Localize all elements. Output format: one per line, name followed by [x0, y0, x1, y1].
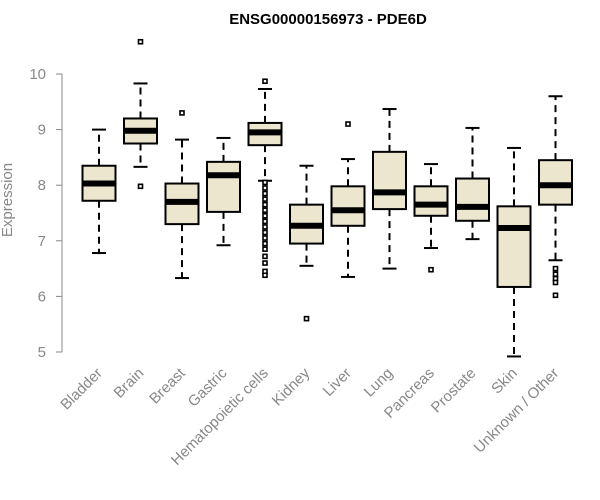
outlier-point [262, 196, 268, 202]
box-iqr [372, 150, 407, 211]
outlier-point [262, 207, 268, 214]
outlier-point [137, 38, 144, 45]
x-tick-label: Bladder [57, 365, 106, 414]
x-tick-label: Liver [320, 365, 355, 400]
outlier-point [262, 201, 268, 208]
box-group [206, 136, 241, 247]
outlier-point [428, 266, 434, 273]
outlier-point [262, 179, 268, 186]
y-tick-label: 7 [38, 233, 46, 250]
box-iqr [455, 177, 490, 222]
outlier-point [262, 253, 268, 260]
box-group [81, 128, 117, 255]
outlier-point [262, 272, 268, 279]
outlier-point [262, 212, 268, 219]
y-tick-label: 5 [38, 344, 46, 361]
box-iqr [206, 160, 241, 213]
y-tick-label: 6 [38, 288, 46, 305]
y-axis-label: Expression [0, 163, 16, 237]
outlier-point [552, 292, 559, 299]
outlier-point [262, 78, 268, 85]
outlier-point [262, 229, 268, 236]
box-group [455, 126, 490, 241]
y-axis: 5 6 7 8 9 10 [29, 66, 63, 361]
y-tick-label: 8 [38, 177, 46, 194]
outlier-point [262, 185, 268, 191]
box-iqr [330, 185, 366, 227]
outlier-point [262, 218, 268, 225]
box-iqr [496, 205, 532, 288]
box-group [538, 95, 573, 299]
box-group [413, 163, 449, 273]
outlier-point [262, 240, 268, 247]
box-group [289, 164, 324, 322]
box-iqr [413, 185, 449, 217]
box-group [372, 108, 407, 270]
x-tick-label: Kidney [269, 364, 314, 409]
box-group [247, 78, 283, 279]
outlier-point [345, 121, 351, 127]
y-tick-label: 10 [29, 66, 46, 83]
outlier-point [179, 110, 185, 116]
y-tick-label: 9 [38, 122, 46, 139]
x-tick-label: Breast [146, 364, 189, 407]
outlier-point [552, 271, 559, 277]
box-group [164, 110, 200, 280]
outlier-point [262, 246, 268, 252]
x-tick-label: Brain [111, 365, 148, 402]
x-tick-label: Lung [361, 365, 397, 401]
x-tick-label: Prostate [428, 365, 480, 417]
outlier-point [552, 265, 559, 272]
outlier-point [552, 279, 559, 286]
box-group [123, 38, 158, 190]
box-group [496, 146, 532, 358]
outlier-point [137, 183, 144, 190]
chart-title: ENSG00000156973 - PDE6D [229, 11, 427, 28]
outlier-point [303, 315, 310, 322]
box-series [81, 38, 573, 358]
outlier-point [262, 190, 268, 197]
outlier-point [262, 224, 268, 230]
box-group [330, 121, 366, 278]
x-tick-label: Skin [488, 365, 521, 398]
outlier-point [262, 260, 268, 266]
outlier-point [262, 235, 268, 241]
